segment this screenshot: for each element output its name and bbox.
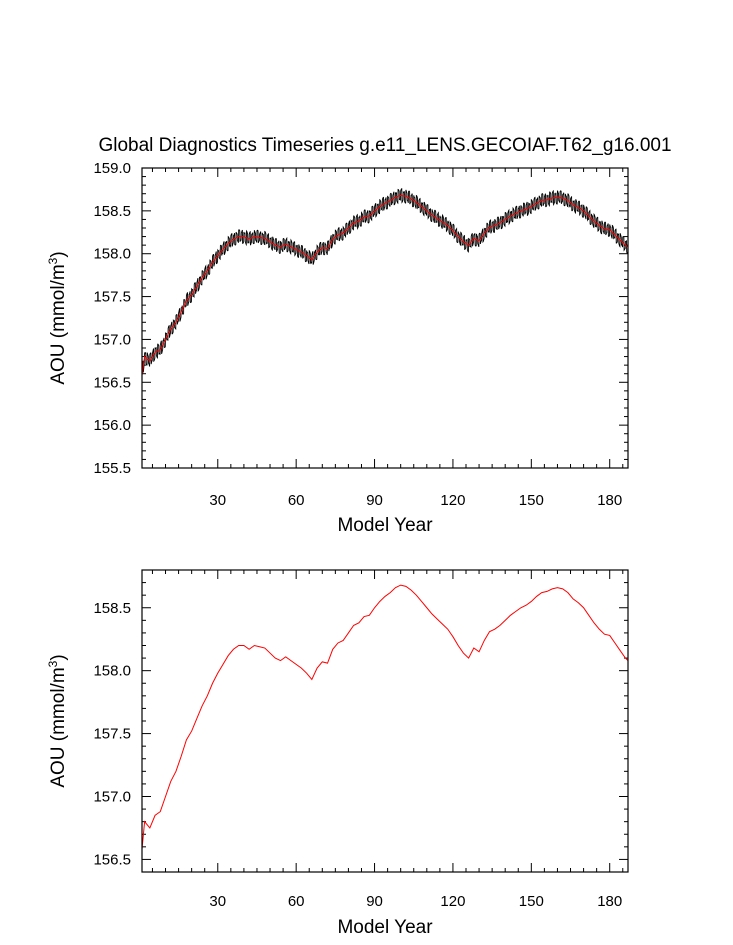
y-tick-label: 157.5 — [93, 289, 131, 306]
x-tick-label: 120 — [440, 893, 465, 910]
y-tick-label: 157.5 — [93, 726, 131, 743]
y-tick-label: 158.0 — [93, 663, 131, 680]
x-tick-label: 90 — [366, 893, 383, 910]
y-tick-label: 157.0 — [93, 789, 131, 806]
series-annual-mean-line — [141, 584, 629, 850]
y-tick-label: 157.0 — [93, 331, 131, 348]
y-tick-label: 156.5 — [93, 374, 131, 391]
x-tick-label: 180 — [597, 893, 622, 910]
y-tick-label: 158.5 — [93, 600, 131, 617]
x-tick-label: 180 — [597, 492, 622, 509]
x-tick-label: 60 — [288, 893, 305, 910]
y-tick-label: 156.0 — [93, 417, 131, 434]
x-tick-label: 150 — [519, 492, 544, 509]
y-tick-label: 156.5 — [93, 851, 131, 868]
y-axis-title-close: ) — [48, 654, 69, 660]
series-monthly-line — [141, 188, 629, 373]
y-axis-title-sup: 3 — [46, 660, 60, 667]
y-tick-label: 155.5 — [93, 460, 131, 477]
y-axis-title-close: ) — [48, 251, 69, 257]
y-axis-title: AOU (mmol/m3) — [46, 654, 69, 787]
x-tick-label: 30 — [209, 893, 226, 910]
chart-1: Global Diagnostics Timeseries g.e11_LENS… — [46, 135, 672, 536]
y-tick-label: 159.0 — [93, 160, 131, 177]
y-axis-title: AOU (mmol/m3) — [46, 251, 69, 384]
y-axis-title-main: AOU (mmol/m — [48, 667, 69, 787]
y-tick-label: 158.5 — [93, 203, 131, 220]
plot-frame — [141, 569, 629, 873]
y-axis-title-main: AOU (mmol/m — [48, 264, 69, 384]
y-axis-title-sup: 3 — [46, 257, 60, 264]
x-tick-label: 30 — [209, 492, 226, 509]
x-tick-label: 90 — [366, 492, 383, 509]
chart-2: 30 60 90 120 150 180 156.5 157.0 157.5 158.0 158.5… — [46, 569, 629, 938]
x-tick-label: 150 — [519, 893, 544, 910]
chart-title: Global Diagnostics Timeseries g.e11_LENS… — [98, 135, 671, 156]
x-axis-title: Model Year — [337, 515, 433, 536]
x-axis-title: Model Year — [337, 917, 433, 938]
series-annual-mean-line — [141, 194, 629, 376]
x-tick-label: 60 — [288, 492, 305, 509]
x-tick-label: 120 — [440, 492, 465, 509]
y-tick-label: 158.0 — [93, 246, 131, 263]
plot-frame — [141, 167, 629, 469]
